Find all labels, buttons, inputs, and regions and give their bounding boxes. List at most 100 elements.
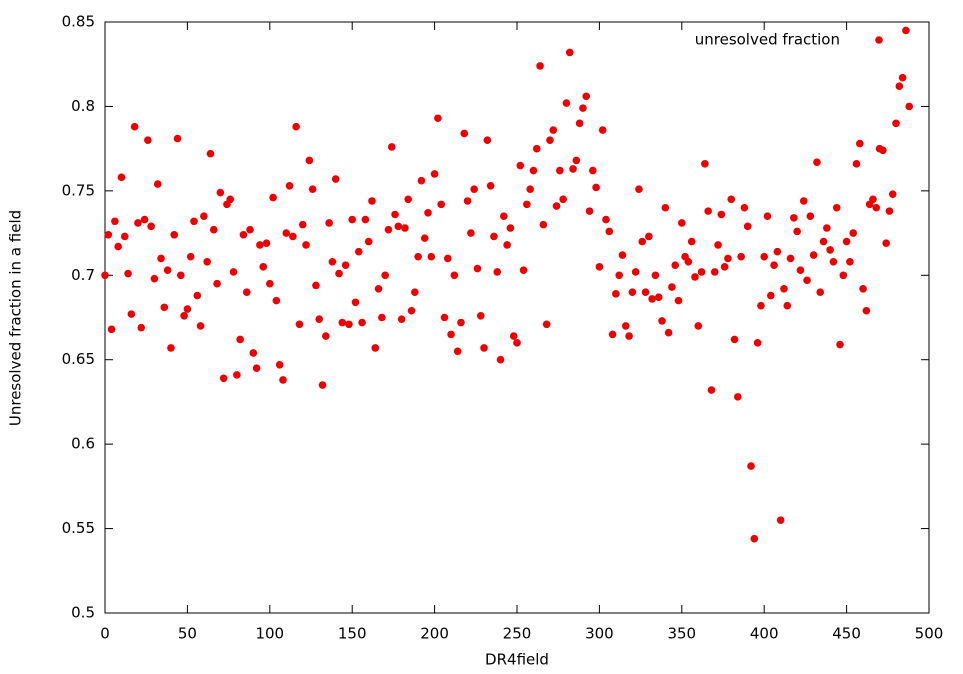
point [625,332,633,340]
point [486,181,495,190]
point [579,104,587,112]
point [467,229,475,237]
point [645,232,653,241]
point [664,328,673,337]
point [104,230,113,239]
point [786,254,795,263]
point [763,212,772,220]
point [434,114,442,123]
point [816,288,825,296]
point [183,305,192,313]
point [516,161,525,170]
point [598,126,607,134]
point [855,139,864,148]
point [500,212,508,220]
point [401,224,409,232]
point [783,301,792,310]
x-tick-label: 50 [178,625,197,643]
point [503,241,511,249]
point [753,339,762,347]
point [447,330,455,339]
point [374,284,383,293]
point [743,222,752,231]
point [529,166,538,175]
point [628,288,637,296]
point [506,224,515,232]
point [888,190,897,199]
point [687,237,696,246]
point [196,322,205,330]
y-tick-label: 0.65 [62,350,95,368]
point [849,229,857,237]
point [424,209,432,217]
point [351,298,360,307]
point [826,246,834,254]
point [256,241,264,249]
point [269,193,277,202]
point [120,232,129,241]
point [289,232,297,241]
point [361,215,370,224]
point [605,227,614,236]
point [569,165,577,173]
x-tick-label: 200 [420,625,449,643]
point [760,252,768,261]
point [902,26,910,35]
point [869,195,877,204]
point [391,210,399,219]
point [226,195,235,204]
point [852,160,861,168]
point [905,102,914,111]
point [318,381,327,389]
point [147,222,155,231]
point [823,224,831,232]
point [562,99,571,107]
point [397,315,406,323]
point [354,247,363,256]
point [440,313,449,322]
point [552,202,561,210]
point [325,219,333,227]
point [780,284,788,293]
point [233,371,241,379]
point [186,252,195,261]
point [427,252,436,261]
x-tick-label: 100 [255,625,284,643]
x-tick-label: 400 [750,625,779,643]
point [862,306,871,315]
point [678,219,686,227]
point [661,203,670,212]
point [493,268,502,276]
point [206,149,215,158]
point [200,212,208,220]
point [740,203,749,212]
point [509,332,518,340]
x-tick-label: 0 [100,625,110,643]
point [766,291,775,300]
point [341,261,350,269]
point [513,339,521,347]
point [895,82,904,90]
point [371,344,380,352]
point [872,203,881,212]
point [654,293,663,302]
point [127,310,136,318]
point [312,281,320,290]
point [414,252,422,261]
point [898,73,907,82]
point [724,254,732,263]
point [229,268,238,276]
point [378,313,386,322]
point [384,225,393,234]
point [279,376,287,384]
point [658,317,666,325]
point [285,181,294,190]
point [111,217,119,226]
point [387,143,396,151]
point [328,257,337,266]
x-tick-label: 300 [585,625,614,643]
point [773,247,782,256]
point [806,212,815,220]
point [595,263,604,271]
point [879,146,887,155]
